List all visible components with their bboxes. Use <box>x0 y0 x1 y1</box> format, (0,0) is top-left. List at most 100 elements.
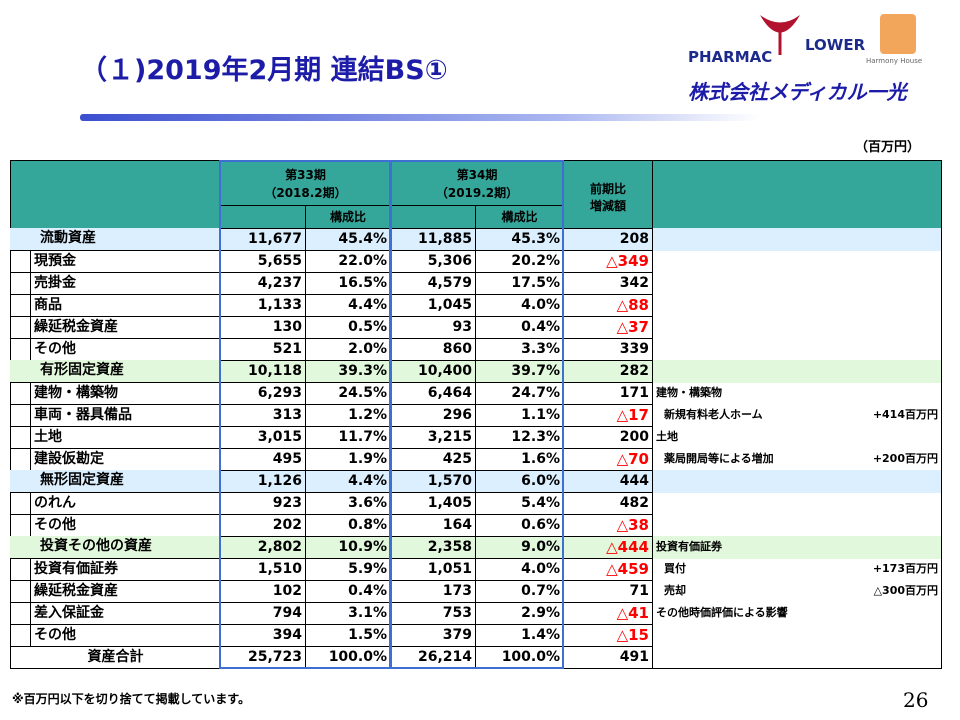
value-cell: 45.4% <box>305 228 391 251</box>
header-text: （2019.2期） <box>435 186 519 200</box>
note-amount: △300百万円 <box>873 584 938 597</box>
logo-flower <box>760 15 800 55</box>
note-cell <box>652 470 942 493</box>
indent-cell <box>10 272 31 295</box>
logo-sub: Harmony House <box>866 57 923 65</box>
indent-cell <box>10 294 31 317</box>
value-cell: 10,118 <box>220 360 306 383</box>
indent-cell <box>10 624 31 647</box>
label-cell: 建物・構築物 <box>30 382 221 405</box>
header-text: （2018.2期） <box>264 186 347 200</box>
note-cell <box>652 294 942 317</box>
value-cell: △15 <box>563 624 653 647</box>
label-cell: その他 <box>30 514 221 537</box>
value-cell: 10,400 <box>390 360 476 383</box>
label-cell: 差入保証金 <box>30 602 221 625</box>
note-text: 投資有価証券 <box>656 540 722 553</box>
value-cell: 171 <box>563 382 653 405</box>
value-cell: △17 <box>563 404 653 427</box>
note-amount: +173百万円 <box>872 562 938 575</box>
label-cell: その他 <box>30 338 221 361</box>
note-amount: +414百万円 <box>872 408 938 421</box>
note-text: 売却 <box>664 584 686 597</box>
label-cell: 車両・器具備品 <box>30 404 221 427</box>
note-cell <box>652 558 942 581</box>
value-cell: △38 <box>563 514 653 537</box>
value-cell: 25,723 <box>220 646 306 669</box>
label-cell: 流動資産 <box>40 230 96 246</box>
indent-cell <box>10 558 31 581</box>
value-cell: 71 <box>563 580 653 603</box>
label-cell: のれん <box>30 492 221 515</box>
header-cell <box>390 160 564 206</box>
note-text: 新規有料老人ホーム <box>664 408 763 421</box>
value-cell: △349 <box>563 250 653 273</box>
note-cell <box>652 338 942 361</box>
note-text: 建物・構築物 <box>656 386 722 399</box>
note-cell <box>652 646 942 669</box>
company: 株式会社メディカル一光 <box>688 80 907 104</box>
value-cell: 200 <box>563 426 653 449</box>
value-cell: △459 <box>563 558 653 581</box>
note-cell <box>652 382 942 405</box>
header-cell <box>220 160 391 206</box>
footnote: ※百万円以下を切り捨てて掲載しています。 <box>12 692 251 706</box>
note-cell <box>652 360 942 383</box>
value-cell: 6.0% <box>475 470 564 493</box>
indent-cell <box>10 250 31 273</box>
label-cell: 売掛金 <box>30 272 221 295</box>
label-cell: 建設仮勘定 <box>30 448 221 471</box>
indent-cell <box>10 492 31 515</box>
value-cell: 1,126 <box>220 470 306 493</box>
label-cell: 商品 <box>30 294 221 317</box>
value-cell: 491 <box>563 646 653 669</box>
value-cell: 444 <box>563 470 653 493</box>
note-text: 土地 <box>656 430 678 443</box>
note-cell <box>652 316 942 339</box>
header-text: 前期比 <box>589 182 626 196</box>
value-cell: △88 <box>563 294 653 317</box>
indent-cell <box>10 448 31 471</box>
indent-cell <box>10 580 31 603</box>
note-cell <box>652 272 942 295</box>
value-cell: △37 <box>563 316 653 339</box>
value-cell: △444 <box>563 536 653 559</box>
indent-cell <box>10 426 31 449</box>
indent-cell <box>10 404 31 427</box>
label-cell: 繰延税金資産 <box>30 580 221 603</box>
note-cell <box>652 580 942 603</box>
value-cell: 482 <box>563 492 653 515</box>
indent-cell <box>10 316 31 339</box>
value-cell: 100.0% <box>475 646 564 669</box>
table-border <box>652 668 942 669</box>
value-cell: 39.7% <box>475 360 564 383</box>
label-cell: 有形固定資産 <box>40 362 124 378</box>
note-cell <box>652 536 942 559</box>
note-text: その他時価評価による影響 <box>656 606 788 619</box>
note-cell <box>652 448 942 471</box>
label-cell: 土地 <box>30 426 221 449</box>
header-cell <box>652 160 942 229</box>
note-cell <box>652 404 942 427</box>
note-cell <box>652 514 942 537</box>
logo-text: LOWER <box>805 36 866 54</box>
value-cell: △41 <box>563 602 653 625</box>
indent-cell <box>10 338 31 361</box>
note-cell <box>652 602 942 625</box>
label-cell: 投資有価証券 <box>30 558 221 581</box>
value-cell: 282 <box>563 360 653 383</box>
value-cell: 342 <box>563 272 653 295</box>
note-text: 薬局開局等による増加 <box>664 452 774 465</box>
label-cell: 現預金 <box>30 250 221 273</box>
period-outline <box>219 160 391 669</box>
label-cell: 無形固定資産 <box>40 472 124 488</box>
indent-cell <box>10 602 31 625</box>
header-text: 増減額 <box>589 199 626 213</box>
note-amount: +200百万円 <box>872 452 938 465</box>
indent-cell <box>10 514 31 537</box>
note-cell <box>652 228 942 251</box>
value-cell: 2,358 <box>390 536 476 559</box>
note-cell <box>652 426 942 449</box>
label-cell: 投資その他の資産 <box>40 538 152 554</box>
